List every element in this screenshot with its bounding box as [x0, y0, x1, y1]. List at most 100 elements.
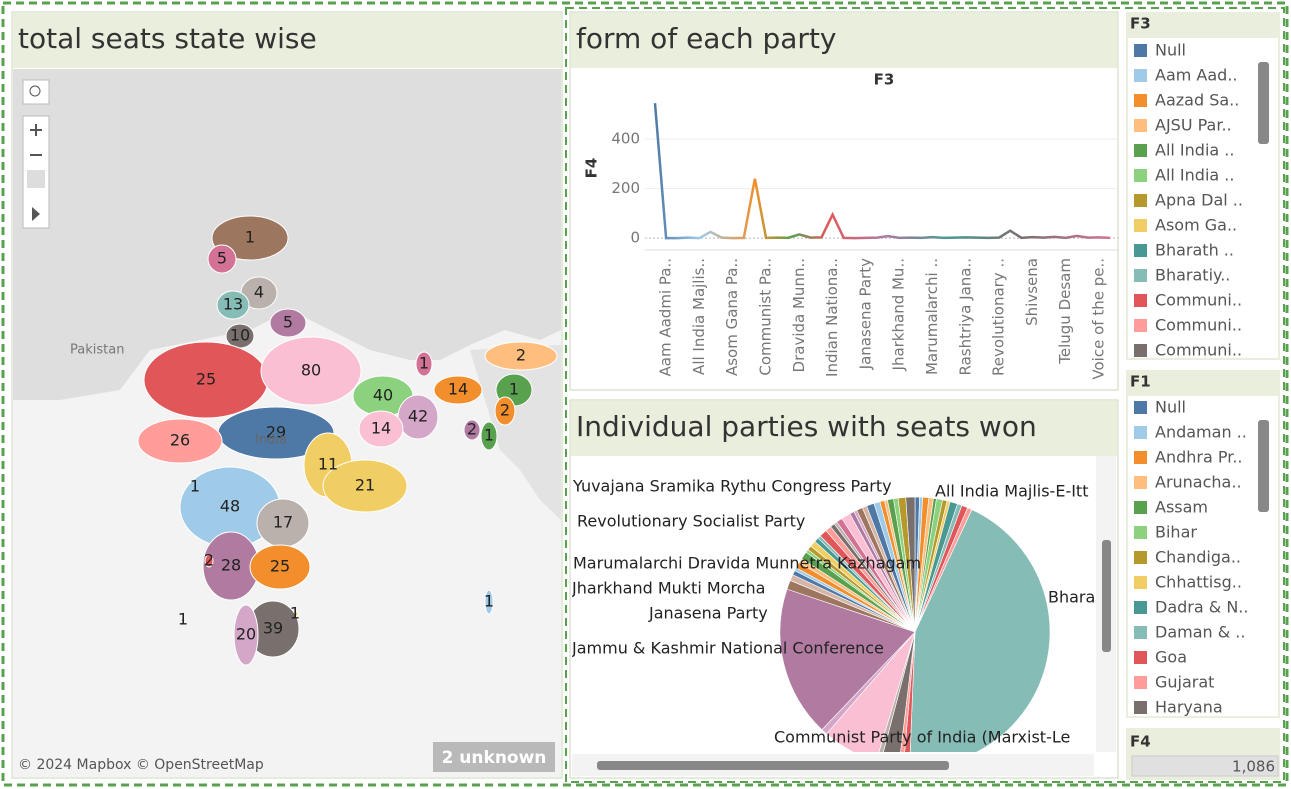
legend-list — [1128, 38, 1278, 358]
state-region — [233, 604, 259, 666]
state-label: 42 — [408, 407, 428, 426]
x-tick-label: Indian Nationa.. — [823, 258, 841, 377]
legend-label: Goa — [1155, 648, 1187, 667]
expand-button[interactable] — [32, 207, 40, 221]
legend-swatch — [1134, 526, 1147, 539]
state-region — [207, 244, 237, 274]
state-region — [480, 421, 498, 451]
slice-label: Janasena Party — [648, 604, 768, 623]
pie-slice — [883, 631, 916, 752]
slice-label: Yuvajana Sramika Rythu Congress Party — [572, 477, 892, 496]
legend-swatch — [1134, 501, 1147, 514]
state-label: 1 — [484, 592, 494, 611]
legend-swatch — [1134, 576, 1147, 589]
legend-label: Asom Ga.. — [1155, 216, 1237, 235]
state-label: 2 — [500, 401, 510, 420]
legend-label: Apna Dal .. — [1155, 191, 1243, 210]
pie-panel: Individual parties with seats won Yuvaja… — [569, 399, 1119, 779]
state-label: 4 — [254, 283, 264, 302]
state-label: 40 — [373, 386, 393, 405]
x-tick-label: Marumalarchi .. — [923, 258, 941, 375]
state-region — [260, 336, 362, 406]
state-label: 1 — [419, 354, 429, 373]
state-label: 48 — [220, 497, 240, 516]
state-label: 25 — [270, 557, 290, 576]
h-scroll-thumb[interactable] — [597, 761, 949, 770]
legend-swatch — [1134, 451, 1147, 464]
legend-swatch — [1134, 169, 1147, 182]
state-label: 13 — [223, 295, 243, 314]
y-tick-label: 400 — [611, 130, 640, 148]
land — [470, 345, 561, 520]
state-region — [484, 341, 558, 371]
v-scroll-thumb[interactable] — [1102, 540, 1111, 652]
panel-frame — [569, 11, 1119, 391]
country-label: India — [255, 433, 287, 448]
slice-label: All India Majlis-E-Itt — [935, 482, 1088, 501]
slice-label: Marumalarchi Dravida Munnetra Kazhagam — [573, 554, 921, 573]
legend-swatch — [1134, 426, 1147, 439]
x-tick-label: Voice of the pe.. — [1090, 258, 1108, 380]
slice-label: Bhara — [1048, 588, 1095, 607]
title-bar — [571, 401, 1117, 456]
state-label: 29 — [266, 423, 286, 442]
legend-swatch — [1134, 601, 1147, 614]
search-icon — [29, 85, 41, 97]
legend-title: F3 — [1130, 15, 1151, 33]
state-region — [322, 459, 408, 513]
legend-label: Aam Aad.. — [1155, 66, 1238, 85]
line-panel: form of each party F3 F4 0 200 400 Aam Aadm… — [569, 11, 1119, 391]
legend-swatch — [1134, 119, 1147, 132]
map-toolbar[interactable] — [22, 79, 50, 229]
legend-label: Bharatiy.. — [1155, 266, 1230, 285]
state-label: 10 — [230, 326, 250, 345]
slice-label: Jammu & Kashmir National Conference — [571, 639, 884, 658]
state-region — [463, 419, 481, 441]
legend-swatch — [1134, 701, 1147, 714]
pie-slice — [909, 509, 1051, 752]
slice-label: Jharkhand Mukti Morcha — [571, 579, 765, 598]
legend-label: Chandiga.. — [1155, 548, 1241, 567]
state-label: 1 — [290, 604, 300, 623]
legend-scroll-thumb[interactable] — [1258, 62, 1269, 144]
pin-button[interactable] — [27, 170, 45, 188]
legend-swatch — [1134, 651, 1147, 664]
legend-label: Arunacha.. — [1155, 473, 1242, 492]
state-label: 5 — [283, 313, 293, 332]
panel-title: total seats state wise — [18, 22, 317, 55]
legend-swatch — [1134, 244, 1147, 257]
x-tick-label: Rashtriya Jana.. — [956, 258, 974, 376]
x-tick-label: Jharkhand Mu.. — [890, 258, 908, 371]
legend-title: F1 — [1130, 373, 1151, 391]
x-tick-label: Telugu Desam — [1056, 258, 1074, 365]
y-tick-label: 0 — [630, 229, 640, 247]
panel-title: Individual parties with seats won — [576, 410, 1037, 443]
state-label: 1 — [178, 610, 188, 629]
search-button[interactable] — [22, 79, 50, 105]
state-label: 1 — [509, 380, 519, 399]
state-label: 21 — [355, 476, 375, 495]
attribution: © 2024 Mapbox © OpenStreetMap — [18, 757, 264, 773]
x-tick-label: Shivsena — [1023, 258, 1041, 326]
legend-label: Andaman .. — [1155, 423, 1247, 442]
state-region — [494, 396, 516, 426]
zoom-icons — [30, 124, 42, 156]
state-region — [180, 617, 186, 623]
state-label: 39 — [263, 619, 283, 638]
state-region — [249, 544, 311, 590]
legend-scroll-thumb[interactable] — [1258, 420, 1269, 512]
state-region — [433, 375, 483, 405]
legend-label: Chhattisg.. — [1155, 573, 1242, 592]
state-label: 17 — [273, 513, 293, 532]
unknown-badge[interactable] — [433, 742, 555, 772]
state-label: 1 — [190, 477, 200, 496]
legend-label: AJSU Par.. — [1155, 116, 1232, 135]
legend-swatch — [1134, 194, 1147, 207]
x-tick-label: Janasena Party — [856, 258, 874, 370]
state-label: 28 — [221, 556, 241, 575]
legend-label: Gujarat — [1155, 673, 1214, 692]
legend-swatch — [1134, 294, 1147, 307]
legend-swatch — [1134, 476, 1147, 489]
